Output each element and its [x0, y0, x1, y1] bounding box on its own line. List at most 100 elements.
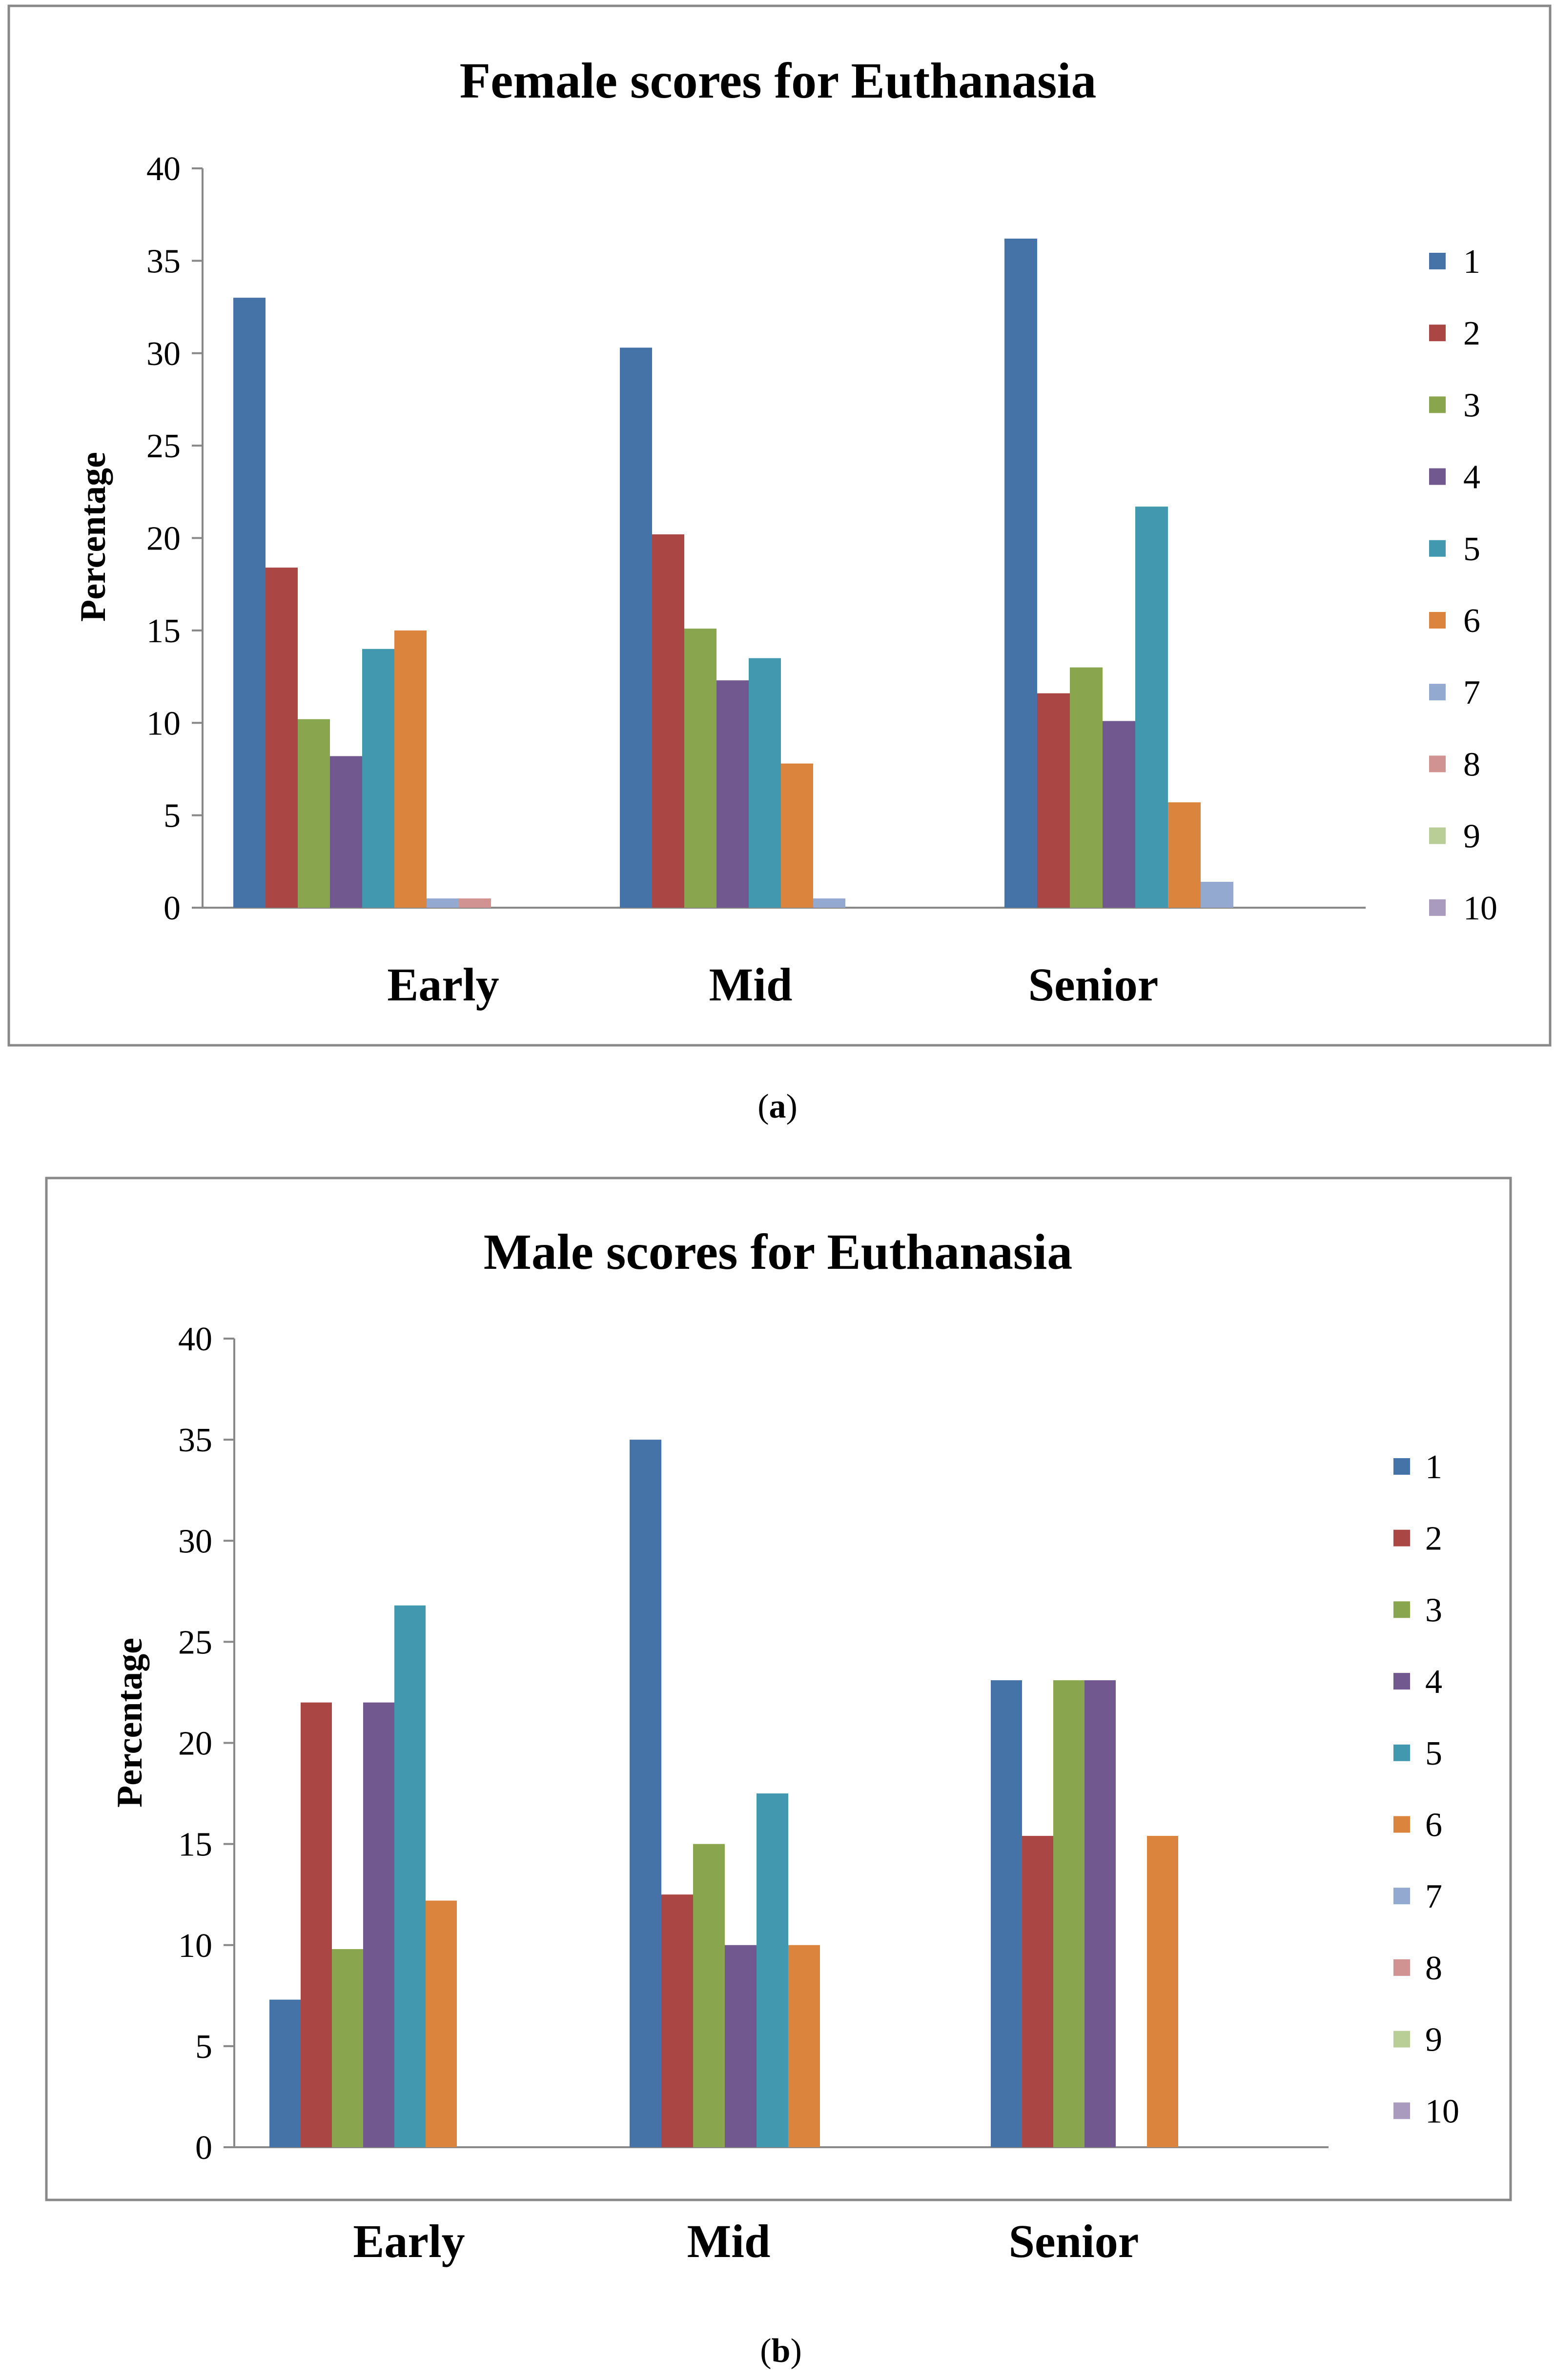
male-legend-label-6: 6	[1425, 1807, 1442, 1844]
male-chart-title: Male scores for Euthanasia	[484, 1224, 1073, 1280]
female-legend-swatch-5	[1429, 540, 1446, 557]
female-y-tick-label: 30	[146, 335, 181, 373]
male-legend-label-8: 8	[1425, 1950, 1442, 1987]
male-category-labels: Early Mid Senior	[353, 2215, 1139, 2267]
male-legend-swatch-5	[1393, 1744, 1410, 1761]
female-legend-swatch-7	[1429, 684, 1446, 701]
female-bar-mid-series-7	[813, 898, 845, 908]
male-chart: Male scores for Euthanasia Percentage 0 5…	[45, 1177, 1512, 2267]
male-y-tick-label: 15	[178, 1826, 212, 1864]
female-bar-mid-series-4	[716, 680, 749, 908]
female-category-label-senior: Senior	[1028, 958, 1159, 1011]
female-legend-swatch-10	[1429, 899, 1446, 916]
female-bar-early-series-4	[330, 756, 362, 908]
female-legend-label-9: 9	[1463, 818, 1480, 855]
male-bar-senior-series-2	[1022, 1836, 1053, 2147]
caption-a-letter: a	[769, 1088, 786, 1125]
male-bar-mid-series-3	[693, 1844, 725, 2147]
female-bar-senior-series-5	[1135, 507, 1168, 908]
male-bars	[269, 1440, 1178, 2147]
male-y-tick-label: 5	[195, 2028, 212, 2066]
male-bar-senior-series-6	[1147, 1836, 1178, 2147]
male-legend-swatch-1	[1393, 1458, 1410, 1475]
male-legend-swatch-8	[1393, 1959, 1410, 1976]
female-y-tick-label: 10	[146, 705, 181, 742]
male-legend-label-3: 3	[1425, 1591, 1442, 1629]
male-bar-mid-series-2	[661, 1894, 693, 2147]
male-legend-label-4: 4	[1425, 1663, 1442, 1701]
male-y-tick-label: 10	[178, 1927, 212, 1965]
female-bar-early-series-3	[298, 719, 330, 908]
male-bar-mid-series-5	[757, 1793, 788, 2147]
male-y-tick-label: 20	[178, 1725, 212, 1763]
female-legend-swatch-2	[1429, 325, 1446, 342]
female-bar-mid-series-6	[781, 763, 813, 908]
male-bar-mid-series-4	[725, 1945, 757, 2147]
male-legend-swatch-2	[1393, 1529, 1410, 1546]
female-y-tick-label: 35	[146, 243, 181, 280]
female-bar-mid-series-2	[652, 534, 684, 908]
female-category-label-early: Early	[387, 958, 499, 1011]
male-bar-early-series-3	[332, 1949, 363, 2147]
female-bar-mid-series-1	[620, 347, 652, 908]
female-bar-early-series-5	[362, 649, 394, 908]
male-bar-early-series-1	[269, 1999, 301, 2147]
female-legend-swatch-8	[1429, 755, 1446, 773]
male-axes: 0 5 10 15 20 25 30 35 40	[178, 1321, 1329, 2167]
female-legend-swatch-4	[1429, 468, 1446, 485]
caption-b-letter: b	[772, 2332, 791, 2370]
female-bar-early-series-7	[427, 898, 459, 908]
female-legend-swatch-9	[1429, 827, 1446, 844]
male-bar-early-series-6	[426, 1900, 457, 2147]
female-category-labels: Early Mid Senior	[387, 958, 1158, 1011]
female-legend-swatch-1	[1429, 253, 1446, 269]
female-bar-senior-series-2	[1037, 693, 1070, 908]
male-legend: 1 2 3 4 5 6 7 8 9 10	[1393, 1448, 1459, 2130]
male-y-tick-label: 30	[178, 1523, 212, 1560]
male-legend-swatch-7	[1393, 1888, 1410, 1905]
female-y-tick-label: 5	[164, 797, 181, 835]
male-legend-swatch-3	[1393, 1601, 1410, 1618]
female-chart-title: Female scores for Euthanasia	[460, 53, 1097, 109]
female-bars	[233, 238, 1233, 908]
female-y-tick-label: 25	[146, 427, 181, 465]
male-legend-swatch-10	[1393, 2102, 1410, 2119]
male-y-tick-label: 35	[178, 1422, 212, 1459]
female-bar-senior-series-1	[1004, 238, 1037, 908]
female-bar-mid-series-5	[749, 658, 781, 908]
female-y-tick-label: 15	[146, 612, 181, 650]
male-legend-label-2: 2	[1425, 1520, 1442, 1558]
male-bar-senior-series-4	[1084, 1680, 1116, 2147]
female-bar-senior-series-6	[1168, 802, 1201, 908]
male-category-label-senior: Senior	[1009, 2215, 1139, 2267]
female-bar-early-series-1	[233, 298, 266, 908]
female-bar-early-series-6	[394, 630, 427, 908]
male-bar-early-series-5	[394, 1605, 426, 2147]
male-bar-senior-series-1	[991, 1680, 1022, 2147]
female-legend-label-2: 2	[1463, 315, 1480, 352]
male-legend-swatch-4	[1393, 1673, 1410, 1690]
female-legend-swatch-6	[1429, 612, 1446, 629]
caption-a: (a)	[757, 1088, 798, 1125]
male-legend-label-7: 7	[1425, 1878, 1442, 1915]
female-y-tick-label: 20	[146, 520, 181, 558]
female-legend-label-6: 6	[1463, 602, 1480, 640]
male-bar-early-series-2	[301, 1702, 332, 2147]
female-legend-label-5: 5	[1463, 530, 1480, 568]
female-bar-early-series-8	[459, 898, 491, 908]
female-legend-label-4: 4	[1463, 459, 1480, 496]
male-y-axis-label: Percentage	[110, 1638, 150, 1808]
male-bar-senior-series-3	[1053, 1680, 1084, 2147]
male-legend-label-5: 5	[1425, 1735, 1442, 1772]
female-legend-swatch-3	[1429, 396, 1446, 413]
male-legend-swatch-9	[1393, 2031, 1410, 2048]
male-legend-label-9: 9	[1425, 2021, 1442, 2059]
female-y-axis-label: Percentage	[73, 452, 113, 622]
female-legend-label-3: 3	[1463, 386, 1480, 424]
female-bar-senior-series-4	[1103, 721, 1135, 908]
female-y-tick-label: 0	[164, 890, 181, 927]
female-legend-label-8: 8	[1463, 746, 1480, 783]
female-bar-senior-series-3	[1070, 667, 1103, 908]
male-legend-swatch-6	[1393, 1816, 1410, 1833]
